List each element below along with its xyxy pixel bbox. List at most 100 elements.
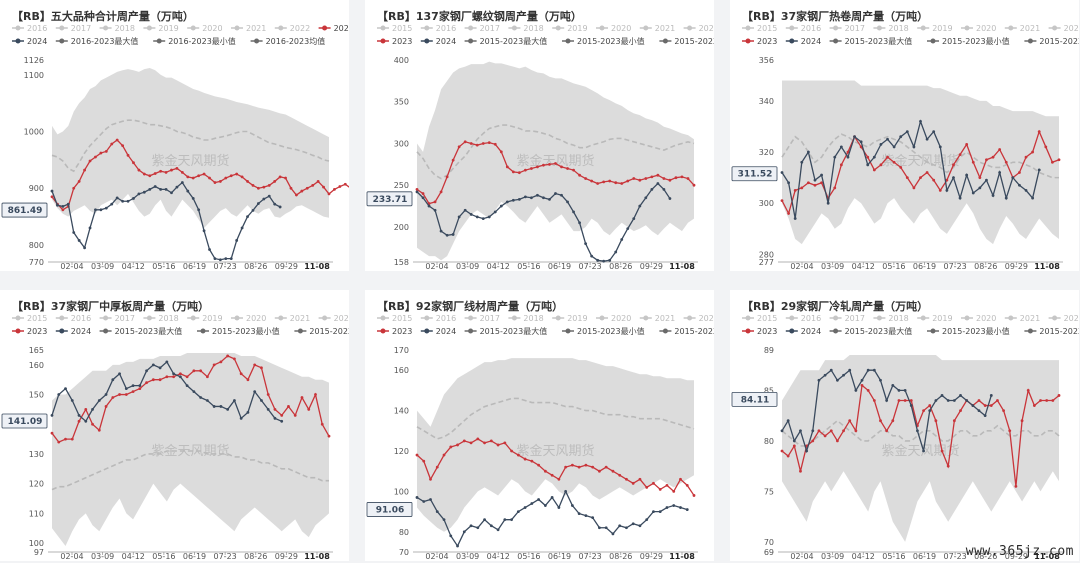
data-point-2023 (322, 185, 325, 189)
data-point-2024 (213, 257, 217, 260)
data-point-2024 (978, 186, 982, 190)
data-point-2023 (61, 208, 65, 212)
data-point-2023 (572, 168, 575, 172)
data-point-2023 (860, 383, 864, 387)
data-point-2023 (560, 165, 563, 169)
data-point-2024 (879, 378, 882, 382)
data-point-2024 (631, 522, 635, 526)
data-point-2023 (180, 170, 184, 174)
legend-swatch-dot (789, 38, 795, 44)
data-point-2024 (476, 526, 480, 530)
data-point-2024 (820, 173, 823, 177)
data-point-2023 (570, 463, 574, 467)
data-point-2024 (909, 404, 913, 407)
data-point-2023 (1057, 158, 1061, 162)
legend-swatch-dot (468, 328, 474, 334)
data-point-2024 (493, 210, 497, 214)
data-point-2024 (626, 227, 630, 231)
legend-swatch-dot (745, 328, 751, 334)
data-point-2023 (848, 419, 852, 423)
y-tick-label: 350 (394, 98, 409, 107)
data-point-2023 (88, 159, 92, 163)
data-point-2023 (463, 140, 467, 144)
data-point-2024 (439, 229, 443, 233)
legend-swatch-dot (964, 315, 970, 321)
data-point-2023 (462, 439, 466, 443)
legend-item: 2018 (888, 314, 908, 323)
data-point-2024 (267, 194, 271, 198)
data-point-2023 (64, 437, 67, 441)
data-point-2023 (940, 449, 944, 453)
data-point-2023 (208, 176, 211, 180)
legend-swatch-dot (468, 25, 474, 31)
data-point-2023 (138, 387, 142, 391)
data-point-2024 (548, 197, 551, 201)
current-value-label: 84.11 (741, 395, 769, 405)
data-point-2024 (260, 399, 263, 402)
y-tick-label: 160 (29, 361, 44, 370)
legend-swatch-dot (687, 25, 693, 31)
legend-swatch-dot (643, 25, 649, 31)
data-point-2024 (598, 526, 601, 530)
data-point-2024 (608, 258, 612, 262)
legend-item: 2024 (436, 327, 456, 336)
legend-item: 2017 (480, 314, 500, 323)
x-tick-label: 08-26 (609, 552, 632, 561)
data-point-2023 (99, 151, 103, 155)
legend-item: 2019 (932, 24, 952, 33)
data-point-2024 (786, 419, 790, 423)
data-point-2023 (977, 399, 981, 402)
legend-swatch-dot (687, 315, 693, 321)
data-point-2024 (233, 399, 236, 402)
data-point-2023 (300, 396, 304, 399)
current-value-label: 141.09 (8, 417, 43, 427)
data-point-2023 (922, 409, 925, 412)
legend-swatch-dot (964, 25, 970, 31)
data-point-2023 (631, 481, 635, 485)
data-point-2024 (456, 544, 459, 548)
data-point-2024 (164, 187, 168, 191)
data-point-2024 (991, 194, 995, 197)
data-point-2023 (175, 166, 179, 170)
legend-item: 2021 (1020, 24, 1040, 33)
data-point-2023 (928, 404, 932, 407)
data-point-2024 (239, 416, 243, 420)
data-point-2023 (886, 155, 889, 159)
data-point-2024 (860, 378, 864, 382)
chart-panel-medium-plate: 【RB】37家钢厂中厚板周产量（万吨） 2015 2016 2017 2018 2019… (0, 290, 349, 561)
data-point-2024 (550, 496, 554, 499)
x-tick-label: 09-29 (275, 262, 298, 271)
data-point-2023 (84, 408, 88, 411)
data-point-2024 (115, 196, 119, 200)
data-point-2023 (626, 179, 630, 183)
line-chart: 2015 2016 2017 2018 2019 2020 2021 2022 2023 2024… (1, 314, 349, 561)
data-point-2023 (510, 449, 513, 453)
data-point-2024 (985, 178, 988, 182)
data-point-2023 (1014, 484, 1018, 488)
legend-swatch-dot (599, 25, 605, 31)
data-point-2023 (104, 405, 108, 408)
data-point-2024 (153, 185, 157, 188)
data-point-2023 (280, 413, 284, 417)
data-point-2023 (842, 429, 845, 433)
data-point-2024 (793, 217, 797, 220)
data-point-2024 (570, 504, 574, 507)
data-point-2024 (246, 215, 249, 219)
data-point-2023 (83, 168, 86, 172)
data-point-2024 (77, 239, 81, 242)
x-tick-label: 04-12 (122, 552, 145, 561)
data-point-2024 (543, 504, 547, 507)
data-point-2024 (905, 130, 909, 133)
data-point-2024 (421, 196, 425, 200)
data-point-2023 (829, 429, 833, 433)
data-point-2023 (899, 165, 903, 169)
data-point-2023 (1004, 160, 1008, 164)
data-point-2023 (489, 439, 493, 443)
legend-item: 2021 (655, 24, 675, 33)
series-line-2023 (781, 384, 1060, 487)
data-point-2023 (307, 408, 311, 411)
data-point-2024 (104, 393, 108, 396)
data-point-2024 (618, 524, 622, 528)
data-point-2024 (158, 366, 162, 370)
x-tick-label: 09-29 (275, 552, 298, 561)
